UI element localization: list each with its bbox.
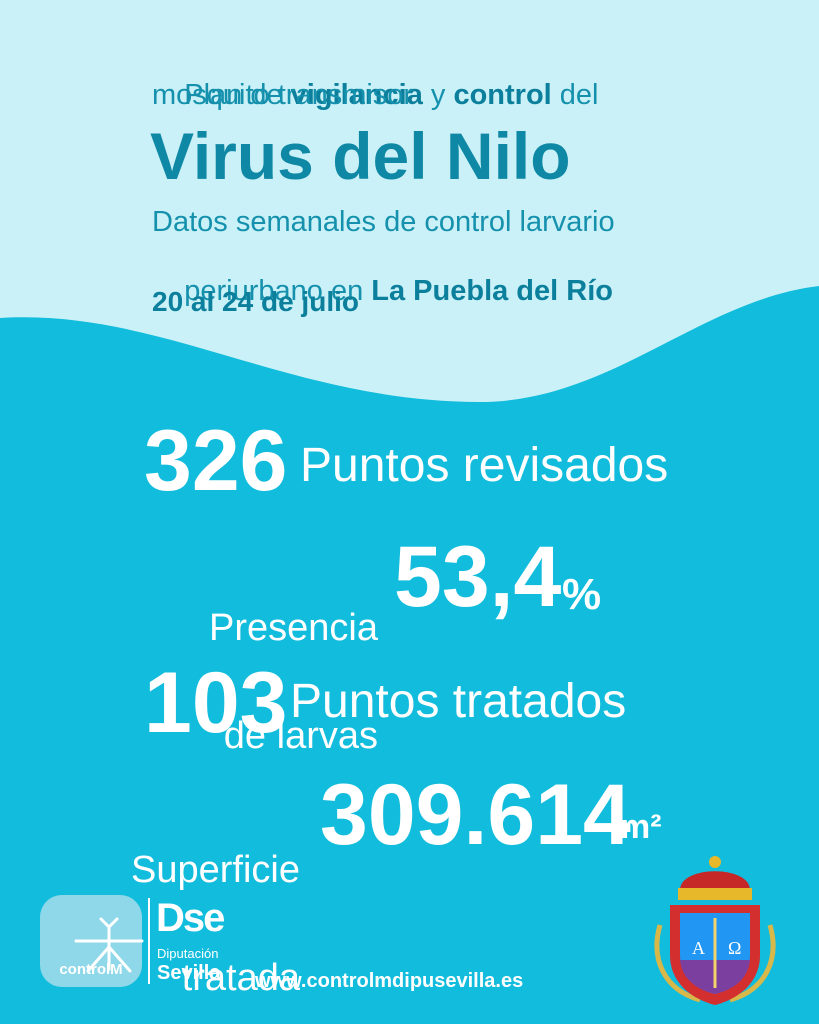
stat-value: 103	[144, 655, 288, 751]
text: periurbano en	[184, 275, 372, 307]
stat-unit: %	[562, 570, 602, 619]
logo-text: Dse	[156, 896, 225, 940]
subtitle: Datos semanales de control larvario	[152, 206, 615, 238]
text: La Puebla del Río	[371, 275, 613, 307]
logo-text: Sevilla	[157, 962, 221, 984]
stat-unit: m²	[620, 808, 662, 846]
stat-value: 309.614	[320, 767, 631, 863]
text: vigilancia	[290, 79, 423, 111]
website-link[interactable]: www.controlmdipusevilla.es	[255, 970, 524, 992]
stat-value: 53,4	[394, 529, 562, 625]
controlm-logo: controlM	[40, 895, 144, 987]
stat-label: Superficie tratada	[80, 780, 300, 1024]
wave	[0, 286, 819, 1024]
text: control	[453, 79, 552, 111]
dates: 20 al 24 de julio	[152, 286, 359, 317]
subtitle: periurbano en La Puebla del Río	[152, 240, 613, 342]
header-line: mosquito transmisor	[152, 79, 414, 111]
divider	[148, 898, 150, 984]
text: Presencia	[209, 607, 378, 649]
shield-letter: Ω	[728, 938, 741, 958]
logo-text: Diputación	[157, 946, 219, 961]
stat-label: Presencia de larvas	[160, 538, 378, 826]
header-line: Plan de vigilancia y control del	[152, 44, 599, 146]
stat-value: 326	[144, 413, 288, 509]
stat-label: Puntos revisados	[300, 439, 669, 492]
text: del	[551, 79, 599, 111]
text: tratada	[181, 957, 300, 999]
shield-letter: A	[692, 938, 705, 958]
text: Plan de	[184, 79, 291, 111]
text: de larvas	[223, 715, 378, 757]
coat-of-arms: A Ω	[654, 856, 776, 1005]
text: y	[422, 79, 454, 111]
logo-text: controlM	[59, 961, 123, 978]
title: Virus del Nilo	[150, 119, 571, 193]
stat-label: Puntos tratados	[290, 675, 627, 728]
mosquito-icon	[74, 917, 144, 973]
text: Superficie	[131, 849, 300, 891]
